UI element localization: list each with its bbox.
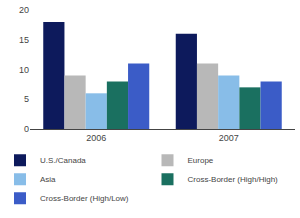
- svg-text:15: 15: [19, 35, 29, 45]
- svg-text:Cross-Border (High/High): Cross-Border (High/High): [188, 175, 279, 184]
- svg-text:Cross-Border (High/Low): Cross-Border (High/Low): [40, 194, 129, 203]
- svg-text:5: 5: [24, 94, 29, 104]
- svg-text:2007: 2007: [219, 133, 239, 143]
- svg-text:Asia: Asia: [40, 175, 56, 184]
- svg-text:0: 0: [24, 124, 29, 134]
- svg-text:U.S./Canada: U.S./Canada: [40, 156, 86, 165]
- svg-text:10: 10: [19, 65, 29, 75]
- svg-text:Europe: Europe: [188, 156, 214, 165]
- svg-text:2006: 2006: [86, 133, 106, 143]
- svg-text:20: 20: [19, 5, 29, 15]
